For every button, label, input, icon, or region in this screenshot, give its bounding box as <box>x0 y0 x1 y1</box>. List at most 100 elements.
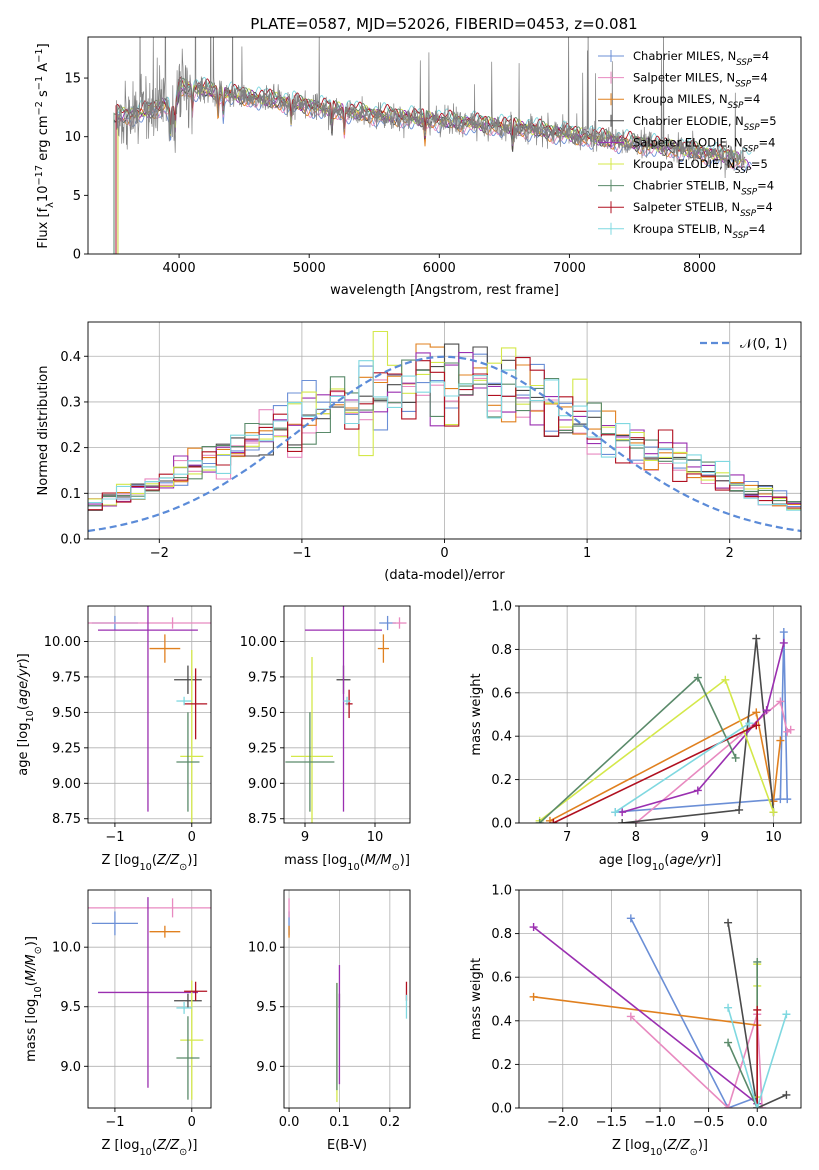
y-tick-label: 9.00 <box>248 777 277 792</box>
weight-series-line <box>539 678 775 822</box>
y-tick-label: 0.0 <box>60 533 81 548</box>
legend-label: Salpeter ELODIE, NSSP=4 <box>633 135 775 154</box>
y-axis-label: mass weight <box>469 958 484 1040</box>
weight_vs_Z-plot-area <box>519 890 801 1108</box>
weight-point <box>631 819 640 823</box>
error-bar <box>392 617 407 629</box>
weight-point <box>611 808 620 817</box>
weight-point <box>549 819 558 823</box>
legend-label: Kroupa STELIB, NSSP=4 <box>633 222 765 241</box>
y-tick-label: 15 <box>64 72 81 87</box>
weight-point <box>724 1104 733 1108</box>
spectrum-plot-area <box>113 37 752 254</box>
weight-point <box>724 1038 733 1047</box>
x-axis-label: mass [log10(M/M⊙)] <box>284 853 410 873</box>
y-tick-label: 8.75 <box>248 812 277 827</box>
x-tick-label: −1.5 <box>596 1115 628 1130</box>
y-tick-label: 0.4 <box>491 1014 512 1029</box>
legend-label: Kroupa ELODIE, NSSP=5 <box>633 157 768 176</box>
weight-point <box>618 819 627 823</box>
error-bar <box>88 898 211 918</box>
legend-label: 𝒩(0, 1) <box>740 337 787 352</box>
weight-series-line <box>615 631 788 813</box>
x-axis-label: age [log10(age/yr)] <box>599 853 722 873</box>
x-tick-label: 0 <box>188 830 196 845</box>
weight-point <box>753 1104 762 1108</box>
y-tick-label: 9.0 <box>60 1060 81 1075</box>
x-tick-label: −1.0 <box>644 1115 676 1130</box>
error-bar <box>180 649 204 823</box>
weight-point <box>752 634 761 643</box>
x-tick-label: 0 <box>188 1115 196 1130</box>
y-tick-label: 10.0 <box>52 941 81 956</box>
residuals-plot-area <box>88 322 801 539</box>
legend-label: Chabrier MILES, NSSP=4 <box>633 49 769 68</box>
y-tick-label: 1.0 <box>491 600 512 615</box>
error-bar <box>305 606 382 812</box>
y-tick-label: 0.4 <box>60 350 81 365</box>
legend-label: Chabrier STELIB, NSSP=4 <box>633 179 774 198</box>
weight-series-line <box>614 722 750 813</box>
y-axis-label: Flux [fλ10−17 erg cm−2 s−1 A−1] <box>34 43 56 248</box>
y-axis-label: mass weight <box>469 673 484 755</box>
weight_vs_age-frame <box>518 605 802 824</box>
weight-point <box>782 1010 791 1019</box>
error-bar <box>91 911 138 936</box>
error-bar <box>176 696 192 706</box>
x-tick-label: 2 <box>726 546 734 561</box>
y-tick-label: 9.5 <box>60 1000 81 1015</box>
x-tick-label: −2.0 <box>547 1115 579 1130</box>
age_vs_mass-frame <box>283 605 411 824</box>
weight_vs_age-plot-area <box>519 606 801 823</box>
error-bar <box>291 657 333 823</box>
x-axis-label: Z [log10(Z/Z⊙)] <box>102 1138 198 1158</box>
y-tick-label: 0.2 <box>491 773 512 788</box>
x-tick-label: 1 <box>583 546 591 561</box>
weight-point <box>745 719 754 728</box>
y-tick-label: 0.1 <box>60 487 81 502</box>
x-tick-label: 5000 <box>293 261 326 276</box>
weight-point <box>752 708 761 717</box>
x-axis-label: Z [log10(Z/Z⊙)] <box>102 853 198 873</box>
x-axis-label: Z [log10(Z/Z⊙)] <box>612 1138 708 1158</box>
weight-series-line <box>630 1014 763 1108</box>
x-tick-label: 6000 <box>423 261 456 276</box>
y-tick-label: 9.75 <box>52 670 81 685</box>
age_vs_mass-plot-area <box>284 606 410 823</box>
legend-label: Kroupa MILES, NSSP=4 <box>633 92 760 111</box>
x-tick-label: 10 <box>367 830 384 845</box>
age_vs_Z-frame <box>87 605 212 824</box>
y-tick-label: 9.25 <box>248 741 277 756</box>
weight-point <box>783 795 792 804</box>
x-tick-label: 9 <box>301 830 309 845</box>
error-bar <box>97 606 198 812</box>
x-tick-label: 7 <box>563 830 571 845</box>
y-tick-label: 10 <box>64 130 81 145</box>
mass_vs_Z-frame <box>87 889 212 1109</box>
y-tick-label: 0.2 <box>60 441 81 456</box>
y-tick-label: 9.0 <box>256 1060 277 1075</box>
y-tick-label: 0.0 <box>491 817 512 832</box>
x-tick-label: −1 <box>105 1115 124 1130</box>
x-tick-label: 0.0 <box>279 1115 300 1130</box>
age_vs_Z-plot-area <box>88 606 211 823</box>
x-tick-label: −2 <box>150 546 169 561</box>
y-axis-label: Normed distribution <box>36 366 51 496</box>
weight-series-line <box>533 926 758 1105</box>
x-tick-label: 4000 <box>163 261 196 276</box>
error-bar <box>176 1016 200 1100</box>
error-bar <box>97 897 198 1088</box>
error-bar <box>184 668 208 740</box>
weight-point <box>786 725 795 734</box>
y-tick-label: 9.00 <box>52 777 81 792</box>
y-tick-label: 8.75 <box>52 812 81 827</box>
weight-series-line <box>635 700 792 823</box>
weight-point <box>724 918 733 927</box>
x-tick-label: −1 <box>105 830 124 845</box>
error-bar <box>377 634 389 663</box>
weight-point <box>626 914 635 923</box>
x-axis-label: E(B-V) <box>327 1138 367 1153</box>
x-tick-label: 9 <box>701 830 709 845</box>
error-bar <box>176 712 200 812</box>
mass_vs_ebv-plot-area <box>284 890 410 1108</box>
